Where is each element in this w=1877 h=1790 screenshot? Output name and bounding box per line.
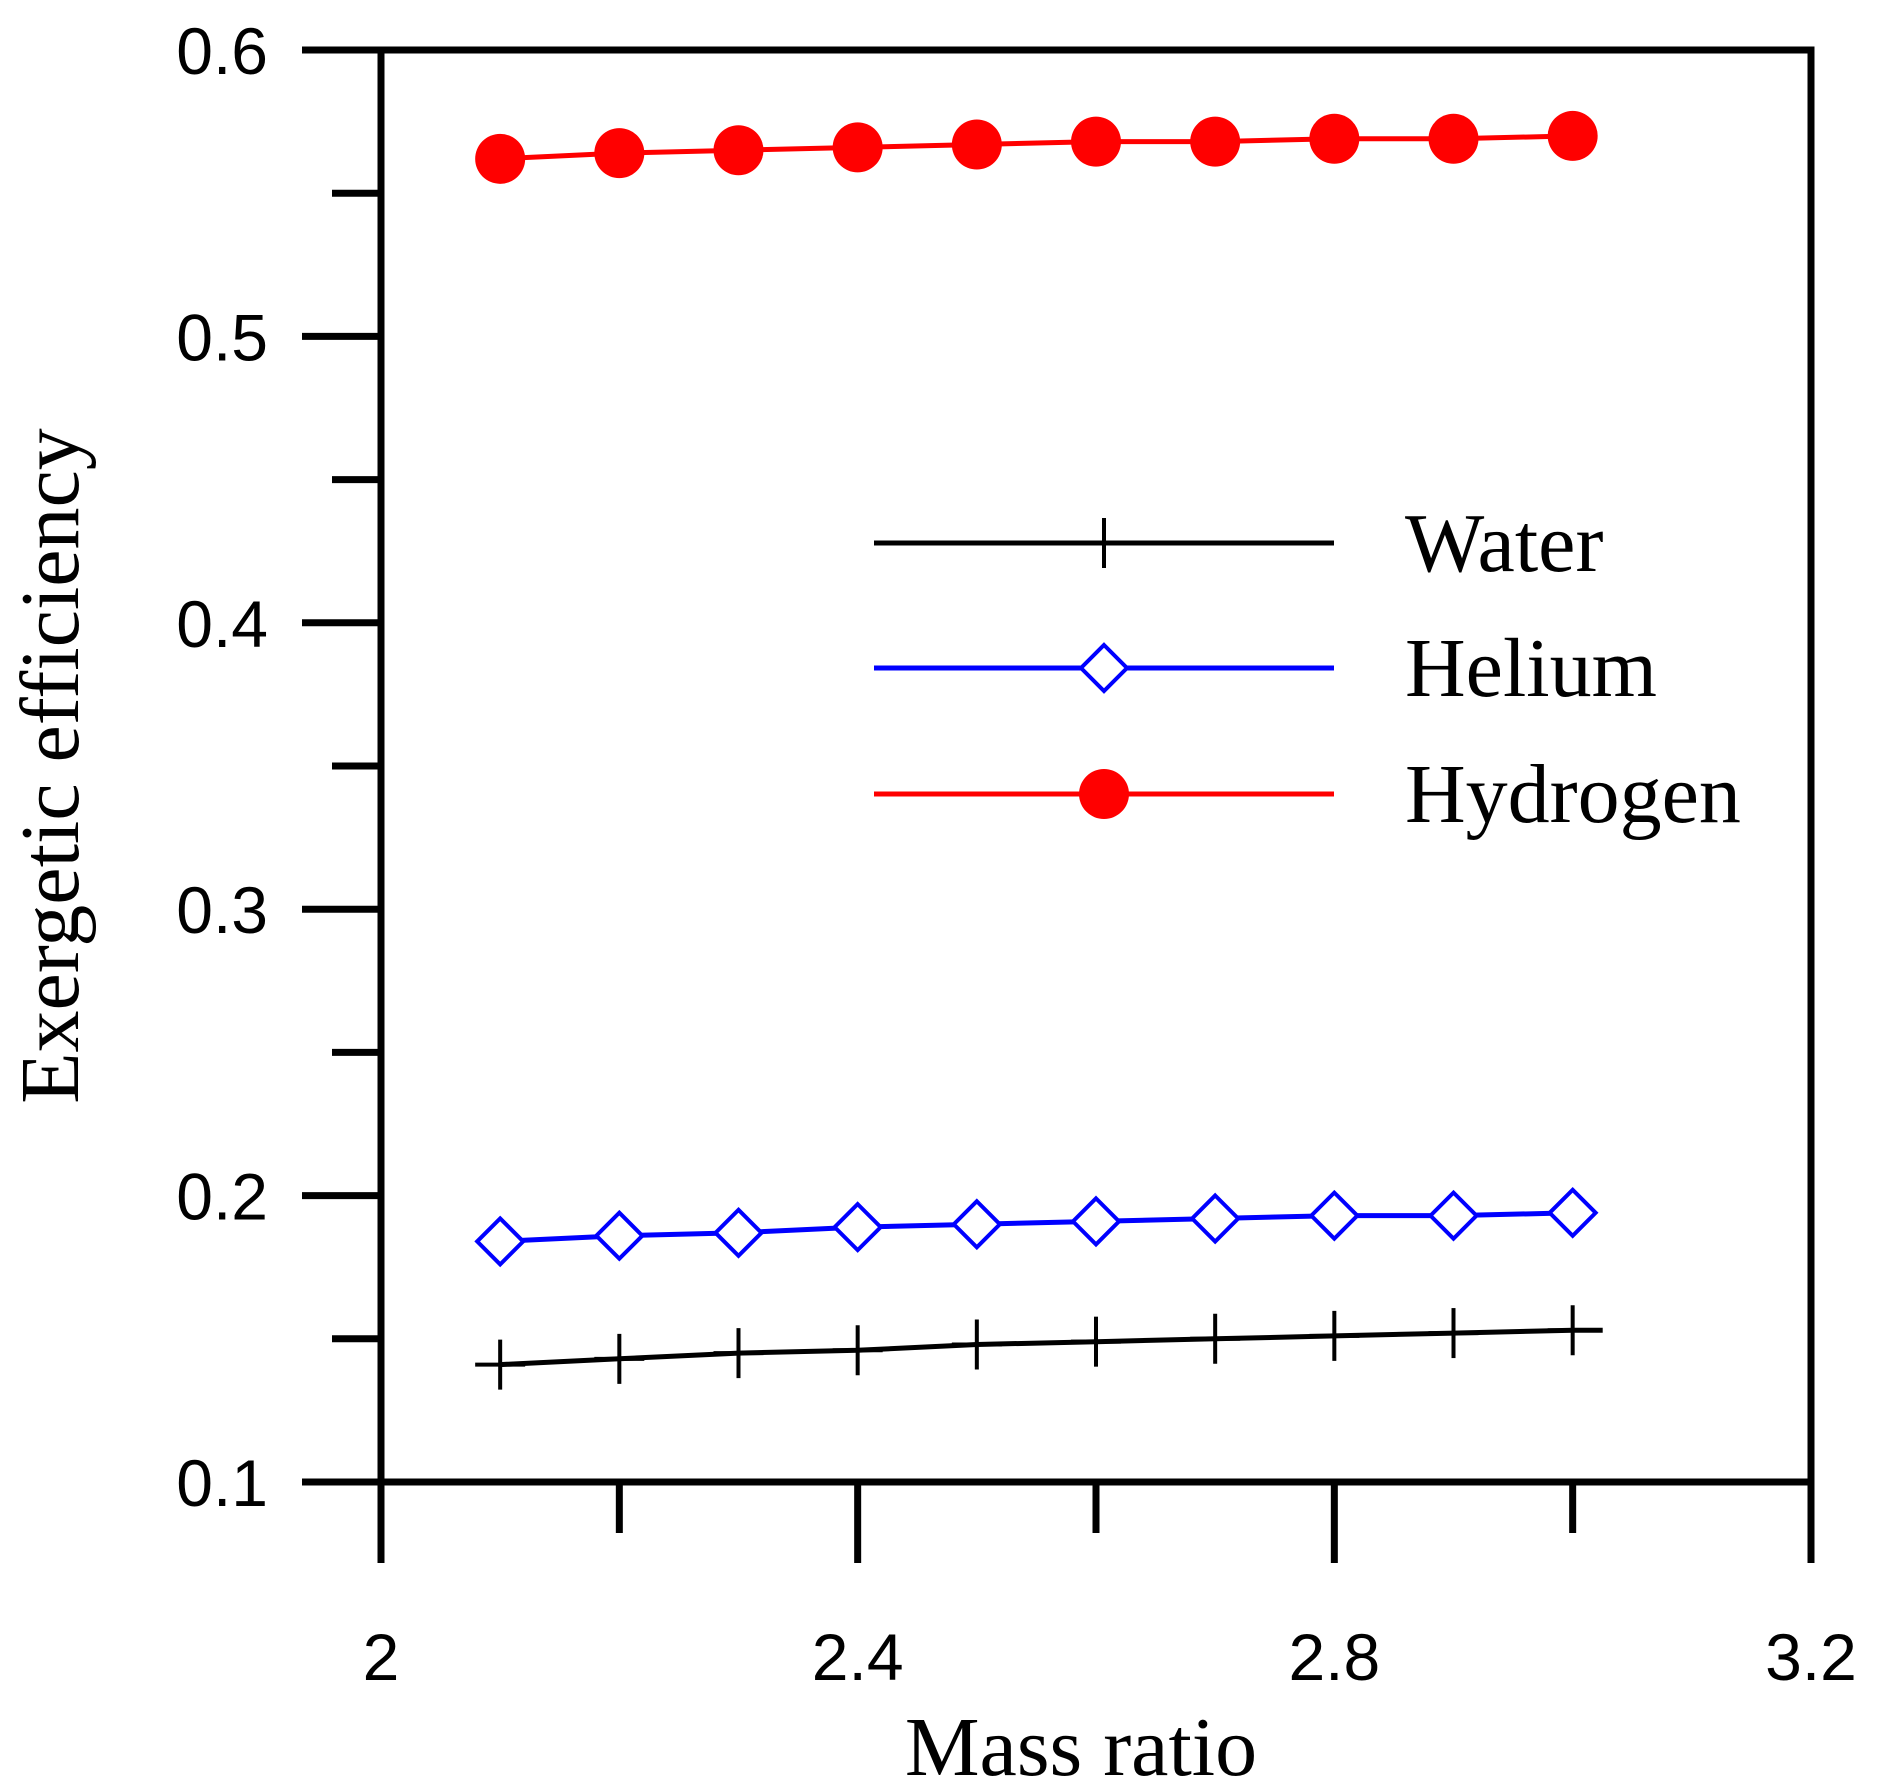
data-point-water <box>1190 1313 1241 1364</box>
data-point-hydrogen <box>1071 116 1121 167</box>
data-point-water <box>951 1319 1002 1370</box>
y-tick-label: 0.1 <box>176 1446 268 1520</box>
data-point-hydrogen <box>594 128 645 179</box>
y-tick-label: 0.3 <box>176 873 268 947</box>
data-point-helium <box>1189 1192 1241 1245</box>
legend-marker-helium <box>1078 642 1130 694</box>
data-point-hydrogen <box>1309 113 1360 164</box>
y-tick-label: 0.5 <box>176 300 268 374</box>
data-point-helium <box>1546 1186 1599 1239</box>
series-layer <box>474 110 1603 1390</box>
x-axis-title: Mass ratio <box>905 1701 1257 1790</box>
x-tick-label: 2.4 <box>812 1620 904 1694</box>
data-point-helium <box>593 1209 646 1262</box>
data-point-water <box>713 1328 764 1379</box>
data-point-helium <box>712 1207 765 1259</box>
data-point-hydrogen <box>832 122 883 173</box>
data-point-water <box>1071 1316 1121 1367</box>
series-hydrogen <box>475 110 1598 184</box>
axis-ticks <box>302 46 1815 1563</box>
legend-item-water: Water <box>874 497 1603 590</box>
legend: Water Helium Hydrogen <box>874 497 1741 841</box>
data-point-hydrogen <box>951 119 1002 170</box>
data-point-water <box>1309 1310 1360 1361</box>
axis-tick-labels: 0.1 0.2 0.3 0.4 0.5 0.6 2 2.4 2.8 3.2 <box>176 14 1857 1694</box>
legend-label-helium: Helium <box>1405 622 1657 715</box>
data-point-helium <box>951 1198 1003 1251</box>
data-point-hydrogen <box>1190 116 1241 167</box>
data-point-water <box>594 1333 645 1384</box>
series-line-water <box>500 1327 1603 1368</box>
legend-marker-water <box>1079 518 1129 568</box>
data-point-water <box>832 1325 883 1376</box>
series-water <box>475 1305 1603 1390</box>
y-tick-label: 0.6 <box>176 14 268 88</box>
y-axis-title: Exergetic efficiency <box>4 428 97 1104</box>
series-helium <box>474 1186 1599 1268</box>
data-point-hydrogen <box>1547 110 1598 161</box>
data-point-helium <box>831 1201 884 1253</box>
data-point-water <box>1547 1305 1598 1356</box>
data-point-water <box>1428 1308 1479 1359</box>
legend-marker-hydrogen <box>1079 769 1129 819</box>
x-tick-label: 2.8 <box>1288 1620 1380 1694</box>
data-point-helium <box>474 1215 526 1268</box>
legend-item-helium: Helium <box>874 622 1657 715</box>
data-point-hydrogen <box>713 125 764 176</box>
series-line-helium <box>500 1210 1573 1244</box>
x-tick-label: 3.2 <box>1765 1620 1857 1694</box>
y-tick-label: 0.4 <box>176 587 268 661</box>
data-point-hydrogen <box>1428 113 1479 164</box>
legend-item-hydrogen: Hydrogen <box>874 748 1741 841</box>
x-tick-label: 2 <box>363 1620 400 1694</box>
data-point-helium <box>1427 1189 1480 1242</box>
y-tick-label: 0.2 <box>176 1160 268 1234</box>
data-point-helium <box>1070 1195 1122 1248</box>
data-point-hydrogen <box>475 133 526 184</box>
legend-label-hydrogen: Hydrogen <box>1405 748 1741 841</box>
legend-label-water: Water <box>1405 497 1603 590</box>
series-line-hydrogen <box>500 133 1573 162</box>
data-point-water <box>475 1339 526 1390</box>
data-point-helium <box>1308 1189 1361 1242</box>
